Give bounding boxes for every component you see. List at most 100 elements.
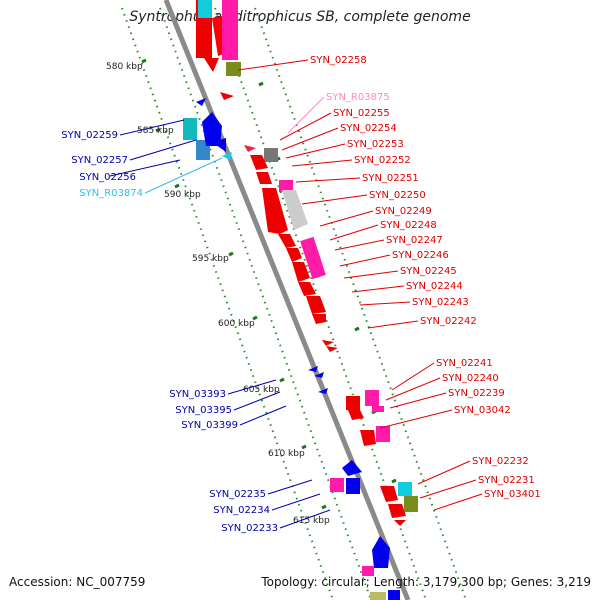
track-guides [121, 7, 467, 600]
scale-label: 595 kbp [192, 254, 229, 264]
gene-label: SYN_02258 [310, 55, 367, 66]
gene-feature [342, 460, 362, 476]
gene-feature [212, 138, 226, 152]
gene-label: SYN_03042 [454, 405, 511, 416]
gene-feature [196, 98, 206, 106]
gene-label: SYN_02233 [221, 523, 278, 534]
gene-feature [256, 172, 272, 184]
gene-feature [348, 410, 364, 420]
gene-feature [292, 262, 310, 282]
scale-ticks [141, 58, 327, 510]
forward-strand-features [196, 0, 418, 526]
left-gene-labels: SYN_02259 SYN_02257 SYN_02256 SYN_R03874… [61, 130, 278, 534]
gene-feature [264, 148, 278, 162]
gene-feature [183, 118, 197, 140]
scale-label: 605 kbp [243, 385, 280, 395]
scale-labels: 580 kbp 585 kbp 590 kbp 595 kbp 600 kbp … [106, 62, 330, 526]
gene-label: SYN_03395 [175, 405, 232, 416]
gene-label: SYN_02253 [347, 139, 404, 150]
gene-label: SYN_03399 [181, 420, 238, 431]
gene-label: SYN_02232 [472, 456, 529, 467]
gene-label: SYN_02248 [380, 220, 437, 231]
gene-label: SYN_02241 [436, 358, 493, 369]
gene-feature [330, 478, 344, 492]
gene-label: SYN_02250 [369, 190, 426, 201]
gene-feature [222, 152, 232, 160]
scale-label: 590 kbp [164, 190, 201, 200]
gene-label: SYN_02235 [209, 489, 266, 500]
gene-label: SYN_02246 [392, 250, 449, 261]
gene-feature [300, 236, 326, 280]
gene-feature [322, 340, 334, 346]
outer-left-guide [121, 7, 334, 600]
gene-feature [308, 366, 318, 372]
inner-left-guide [159, 7, 372, 600]
right-gene-labels: SYN_02258 SYN_R03875 SYN_02255 SYN_02254… [310, 55, 541, 500]
gene-label: SYN_02257 [71, 155, 128, 166]
gene-feature [404, 496, 418, 512]
gene-label: SYN_02249 [375, 206, 432, 217]
gene-feature [388, 590, 400, 600]
gene-feature [346, 396, 360, 410]
gene-label: SYN_02252 [354, 155, 411, 166]
gene-label: SYN_02243 [412, 297, 469, 308]
gene-feature [279, 180, 293, 192]
gene-feature [250, 155, 268, 170]
scale-label: 580 kbp [106, 62, 143, 72]
genome-summary: Topology: circular; Length: 3,179,300 bp… [261, 575, 591, 589]
gene-label: SYN_03401 [484, 489, 541, 500]
gene-feature [398, 482, 412, 496]
gene-label: SYN_02239 [448, 388, 505, 399]
gene-feature [312, 314, 326, 324]
gene-label: SYN_02255 [333, 108, 390, 119]
gene-feature [326, 346, 338, 352]
gene-feature [226, 62, 241, 76]
gene-feature [360, 430, 376, 446]
right-leader-lines [237, 59, 483, 511]
gene-feature [394, 520, 406, 526]
genome-backbone [163, 0, 411, 600]
gene-label: SYN_02256 [79, 172, 136, 183]
gene-feature [286, 248, 302, 262]
gene-feature [372, 536, 390, 568]
gene-label: SYN_02247 [386, 235, 443, 246]
gene-feature [318, 388, 328, 394]
gene-feature [380, 486, 398, 502]
gene-label: SYN_02251 [362, 173, 419, 184]
gene-feature [278, 234, 296, 248]
scale-label: 585 kbp [137, 126, 174, 136]
gene-feature [314, 372, 324, 378]
gene-feature [198, 0, 212, 18]
scale-label: 600 kbp [218, 319, 255, 329]
gene-label: SYN_02254 [340, 123, 397, 134]
left-leader-lines [109, 119, 331, 529]
inner-right-guide [214, 7, 427, 600]
gene-label: SYN_02234 [213, 505, 270, 516]
gene-label: SYN_03393 [169, 389, 226, 400]
gene-feature [220, 92, 234, 100]
gene-feature [370, 592, 386, 600]
gene-label: SYN_R03874 [79, 188, 143, 199]
gene-feature [244, 145, 256, 152]
gene-feature [372, 406, 384, 412]
gene-label: SYN_R03875 [326, 92, 390, 103]
gene-feature [346, 478, 360, 494]
gene-label: SYN_02245 [400, 266, 457, 277]
outer-right-guide [254, 7, 467, 600]
accession-text: Accession: NC_007759 [9, 575, 146, 589]
gene-feature [262, 188, 288, 234]
gene-label: SYN_02244 [406, 281, 463, 292]
gene-feature [376, 426, 390, 442]
gene-label: SYN_02259 [61, 130, 118, 141]
gene-feature [306, 296, 326, 314]
gene-feature [388, 504, 406, 518]
gene-feature [202, 112, 222, 146]
scale-label: 615 kbp [293, 516, 330, 526]
gene-feature [222, 0, 238, 60]
gene-label: SYN_02242 [420, 316, 477, 327]
gene-label: SYN_02240 [442, 373, 499, 384]
reverse-strand-features [183, 0, 400, 600]
scale-label: 610 kbp [268, 449, 305, 459]
gene-feature [365, 390, 379, 406]
